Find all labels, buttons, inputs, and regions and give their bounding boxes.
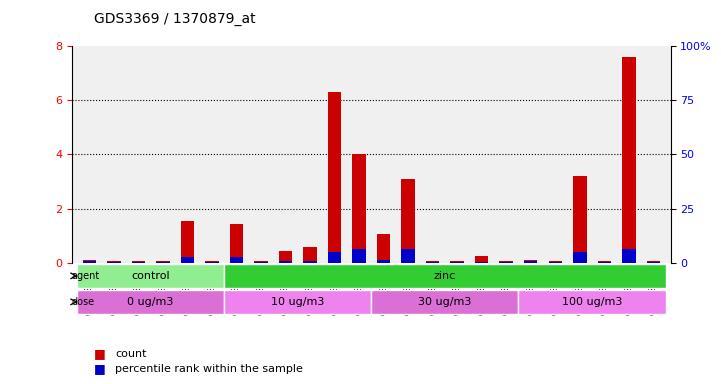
Bar — [205, 262, 218, 263]
Bar — [622, 57, 636, 263]
Bar — [549, 262, 562, 263]
Bar — [304, 247, 317, 263]
Bar — [82, 261, 96, 263]
Bar — [82, 260, 96, 263]
Bar — [156, 262, 169, 263]
Bar — [549, 262, 562, 263]
Text: 0 ug/m3: 0 ug/m3 — [128, 297, 174, 307]
Bar — [475, 256, 488, 263]
Text: ■: ■ — [94, 347, 105, 360]
Bar — [353, 154, 366, 263]
Bar — [451, 262, 464, 263]
Bar — [402, 249, 415, 263]
FancyBboxPatch shape — [224, 264, 665, 288]
Bar — [107, 262, 120, 263]
Bar — [647, 262, 660, 263]
Text: 30 ug/m3: 30 ug/m3 — [418, 297, 472, 307]
FancyBboxPatch shape — [77, 290, 224, 314]
FancyBboxPatch shape — [371, 290, 518, 314]
Bar — [304, 261, 317, 263]
Text: percentile rank within the sample: percentile rank within the sample — [115, 364, 304, 374]
FancyBboxPatch shape — [518, 290, 665, 314]
Text: 100 ug/m3: 100 ug/m3 — [562, 297, 622, 307]
Bar — [328, 92, 341, 263]
Bar — [573, 252, 586, 263]
Bar — [377, 234, 390, 263]
Text: ■: ■ — [94, 362, 105, 376]
Bar — [426, 262, 439, 263]
Text: agent: agent — [71, 271, 100, 281]
Bar — [181, 221, 194, 263]
FancyBboxPatch shape — [77, 264, 224, 288]
Bar — [475, 262, 488, 263]
Bar — [255, 262, 267, 263]
Bar — [524, 261, 537, 263]
Bar — [230, 223, 243, 263]
Text: count: count — [115, 349, 147, 359]
Bar — [598, 262, 611, 263]
Bar — [131, 262, 145, 263]
Bar — [524, 260, 537, 263]
Bar — [328, 252, 341, 263]
Bar — [255, 262, 267, 263]
Bar — [279, 251, 292, 263]
Bar — [573, 176, 586, 263]
Bar — [451, 262, 464, 263]
Bar — [500, 262, 513, 263]
FancyBboxPatch shape — [224, 290, 371, 314]
Bar — [377, 260, 390, 263]
Bar — [353, 249, 366, 263]
Bar — [647, 262, 660, 263]
Bar — [622, 249, 636, 263]
Bar — [131, 262, 145, 263]
Text: GDS3369 / 1370879_at: GDS3369 / 1370879_at — [94, 12, 255, 25]
Bar — [402, 179, 415, 263]
Bar — [230, 257, 243, 263]
Text: control: control — [131, 271, 170, 281]
Bar — [500, 262, 513, 263]
Bar — [279, 261, 292, 263]
Text: zinc: zinc — [434, 271, 456, 281]
Bar — [426, 262, 439, 263]
Bar — [107, 262, 120, 263]
Text: 10 ug/m3: 10 ug/m3 — [271, 297, 324, 307]
Bar — [598, 262, 611, 263]
Bar — [156, 262, 169, 263]
Text: dose: dose — [71, 297, 94, 307]
Bar — [181, 257, 194, 263]
Bar — [205, 262, 218, 263]
